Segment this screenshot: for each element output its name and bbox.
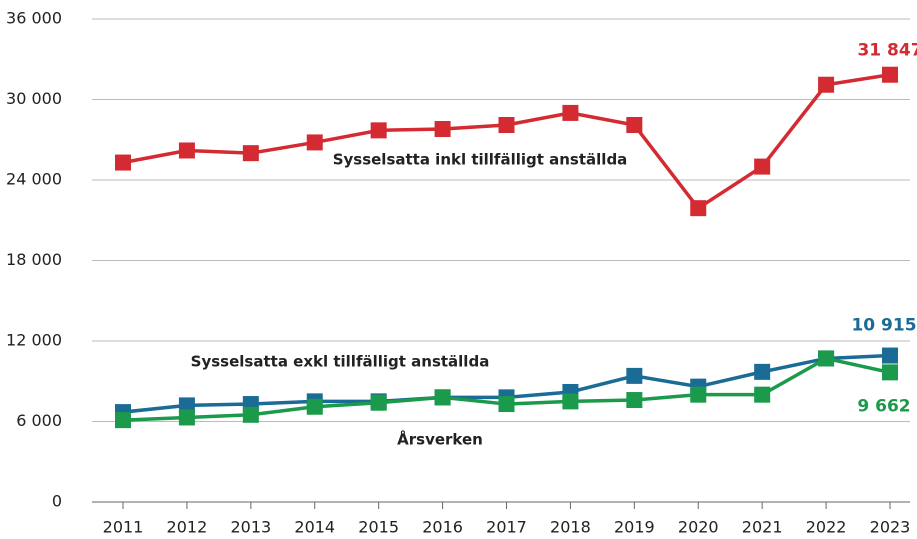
- marker: [882, 347, 898, 364]
- x-tick-label: 2013: [230, 518, 271, 537]
- series-line: [122, 72, 891, 211]
- marker: [242, 406, 259, 423]
- marker: [178, 397, 195, 414]
- x-tick-label: 2011: [103, 518, 144, 537]
- marker: [754, 386, 771, 403]
- marker: [562, 393, 579, 410]
- marker: [115, 412, 131, 429]
- y-tick-label: 12 000: [6, 331, 62, 350]
- y-tick-label: 6 000: [16, 411, 62, 430]
- marker: [626, 392, 643, 409]
- y-tick-label: 36 000: [6, 9, 62, 28]
- marker: [306, 398, 323, 415]
- marker: [242, 145, 259, 162]
- marker: [626, 367, 643, 384]
- x-tick-label: 2017: [486, 518, 527, 537]
- marker: [306, 134, 323, 151]
- value-label: 31 847: [857, 41, 917, 61]
- marker: [370, 394, 387, 411]
- x-tick-label: 2022: [806, 518, 847, 537]
- marker: [882, 66, 898, 83]
- marker: [818, 350, 835, 367]
- marker: [498, 396, 515, 413]
- marker: [818, 76, 835, 93]
- marker: [754, 363, 771, 380]
- marker: [434, 121, 451, 138]
- y-tick-label: 30 000: [6, 89, 62, 108]
- marker: [115, 154, 131, 171]
- y-tick-label: 0: [52, 492, 62, 511]
- marker: [626, 116, 643, 133]
- x-tick-label: 2016: [422, 518, 463, 537]
- value-label: 9 662: [857, 396, 910, 416]
- marker: [498, 116, 515, 133]
- x-tick-label: 2020: [678, 518, 719, 537]
- x-tick-label: 2019: [614, 518, 655, 537]
- marker: [370, 122, 387, 139]
- marker: [562, 104, 579, 121]
- y-tick-label: 24 000: [6, 170, 62, 189]
- x-tick-label: 2018: [550, 518, 591, 537]
- x-tick-label: 2023: [870, 518, 911, 537]
- series-name: Sysselsatta exkl tillfälligt anställda: [191, 353, 490, 371]
- marker: [690, 200, 707, 217]
- series-name: Sysselsatta inkl tillfälligt anställda: [333, 151, 628, 169]
- marker: [434, 389, 451, 406]
- marker: [882, 364, 898, 381]
- marker: [754, 158, 771, 175]
- y-tick-label: 18 000: [6, 250, 62, 269]
- marker: [690, 386, 707, 403]
- x-tick-label: 2012: [167, 518, 208, 537]
- series-name: Årsverken: [397, 430, 483, 449]
- x-tick-label: 2021: [742, 518, 783, 537]
- x-tick-label: 2015: [358, 518, 399, 537]
- marker: [178, 142, 195, 159]
- marker: [178, 409, 195, 426]
- x-tick-label: 2014: [294, 518, 335, 537]
- value-label: 10 915: [851, 316, 916, 336]
